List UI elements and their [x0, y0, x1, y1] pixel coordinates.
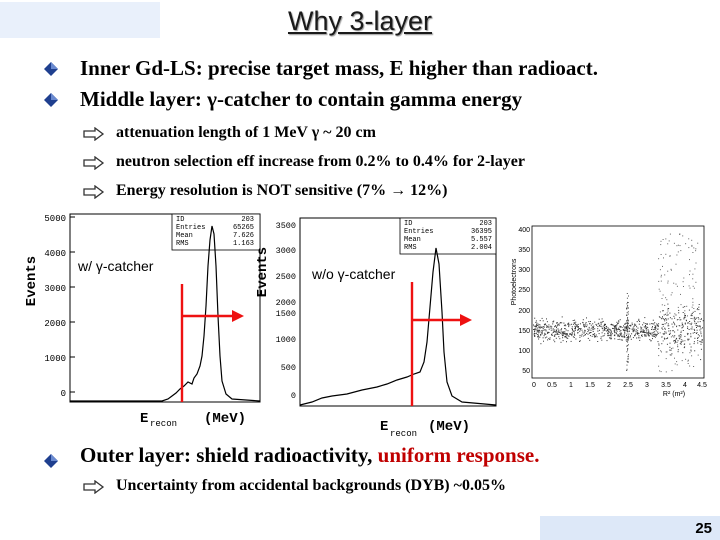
hollow-arrow-icon	[83, 156, 105, 170]
xtick-label: 3	[645, 382, 649, 389]
xtick-label: 4	[683, 382, 687, 389]
ytick-label: 2000	[276, 298, 296, 308]
hollow-arrow-icon	[83, 127, 105, 141]
stats-key: Entries	[404, 228, 433, 236]
ytick-label: 0	[61, 389, 66, 399]
xtick-label: 2	[607, 382, 611, 389]
bullet-outer-layer-text: Outer layer: shield radioactivity,	[80, 443, 378, 467]
page-number: 25	[695, 520, 712, 537]
ytick-label: 2500	[276, 272, 296, 282]
sub-bullet-energy-resolution: Energy resolution is NOT sensitive (7% →…	[116, 182, 448, 199]
histogram-ylabel: Events	[255, 247, 271, 297]
ytick-label: 0	[291, 391, 296, 401]
stats-value: 203	[241, 216, 254, 224]
bullet-outer-layer: Outer layer: shield radioactivity, unifo…	[80, 443, 539, 468]
ytick-label: 5000	[44, 214, 66, 224]
histogram-xlabel: E	[380, 419, 388, 435]
ytick-label: 50	[522, 368, 530, 375]
ytick-label: 400	[518, 227, 530, 234]
histogram-trace	[299, 247, 497, 406]
ytick-label: 4000	[44, 249, 66, 259]
ytick-label: 3000	[276, 246, 296, 256]
histogram-xlabel-unit: (MeV)	[204, 411, 246, 427]
stats-key: RMS	[404, 244, 417, 252]
scatter-xlabel: R² (m²)	[663, 391, 685, 398]
ytick-label: 100	[518, 348, 530, 355]
stats-key: Mean	[404, 236, 421, 244]
xtick-label: 2.5	[623, 382, 633, 389]
scatter-points	[533, 233, 704, 373]
diamond-bullet-icon	[44, 93, 58, 107]
histogram-with-catcher: Events 5000 4000 3000 2000 1000 0 E reco…	[24, 213, 261, 429]
ytick-label: 350	[518, 247, 530, 254]
ytick-label: 1000	[276, 335, 296, 345]
stats-box	[399, 217, 497, 255]
stats-value: 203	[479, 220, 492, 228]
stats-value: 5.557	[471, 236, 492, 244]
page-number-box	[540, 516, 720, 540]
stats-key: ID	[176, 216, 184, 224]
title-background-box	[0, 2, 160, 38]
stats-key: RMS	[176, 240, 189, 248]
xtick-label: 4.5	[697, 382, 707, 389]
red-arrowhead	[232, 310, 244, 322]
stats-value: 65265	[233, 224, 254, 232]
stats-key: ID	[404, 220, 412, 228]
ytick-label: 1000	[44, 354, 66, 364]
ytick-label: 200	[518, 308, 530, 315]
bullet-middle-layer: Middle layer: γ-catcher to contain gamma…	[80, 87, 523, 111]
ytick-label: 3500	[276, 221, 296, 231]
scatter-ylabel: Photoelectrons	[511, 258, 518, 305]
ytick-label: 3000	[44, 284, 66, 294]
stats-box	[171, 213, 261, 251]
label-with-catcher: w/ γ-catcher	[78, 258, 154, 274]
xtick-label: 1.5	[585, 382, 595, 389]
stats-value: 7.626	[233, 232, 254, 240]
ytick-label: 300	[518, 267, 530, 274]
xtick-label: 1	[569, 382, 573, 389]
xtick-label: 3.5	[661, 382, 671, 389]
histogram-without-catcher: Events 3500 3000 2500 2000 1500 1000 500…	[255, 217, 497, 438]
histogram-xlabel: E	[140, 411, 148, 427]
bullet-inner-gdls: Inner Gd-LS: precise target mass, E high…	[80, 56, 598, 80]
histogram-ylabel: Events	[24, 256, 40, 306]
ytick-label: 2000	[44, 319, 66, 329]
highlight-uniform-response: uniform response.	[377, 443, 540, 467]
sub-bullet-neutron-eff: neutron selection eff increase from 0.2%…	[116, 153, 525, 170]
diamond-bullet-icon	[44, 62, 58, 76]
histogram-xlabel-sub: recon	[390, 429, 417, 438]
diamond-bullet-icon	[44, 454, 58, 468]
histogram-xlabel-sub: recon	[150, 419, 177, 429]
hollow-arrow-icon	[83, 185, 105, 199]
red-arrowhead	[460, 314, 472, 326]
ytick-label: 500	[281, 363, 296, 373]
scatter-plot-pe-vs-r2: Photoelectrons 400 350 300 250 200 150 1…	[511, 225, 707, 398]
sub-bullet-uncertainty: Uncertainty from accidental backgrounds …	[116, 477, 506, 494]
stats-value: 2.004	[471, 244, 492, 252]
slide-title: Why 3-layer	[287, 6, 433, 36]
xtick-label: 0.5	[547, 382, 557, 389]
ytick-label: 150	[518, 328, 530, 335]
stats-value: 36395	[471, 228, 492, 236]
ytick-label: 1500	[276, 309, 296, 319]
stats-key: Entries	[176, 224, 205, 232]
label-without-catcher: w/o γ-catcher	[312, 266, 396, 282]
stats-key: Mean	[176, 232, 193, 240]
hollow-arrow-icon	[83, 480, 105, 494]
sub-bullet-attenuation: attenuation length of 1 MeV γ ~ 20 cm	[116, 124, 376, 141]
stats-value: 1.163	[233, 240, 254, 248]
xtick-label: 0	[532, 382, 536, 389]
histogram-xlabel-unit: (MeV)	[428, 419, 470, 435]
histogram-trace	[70, 225, 261, 402]
ytick-label: 250	[518, 287, 530, 294]
